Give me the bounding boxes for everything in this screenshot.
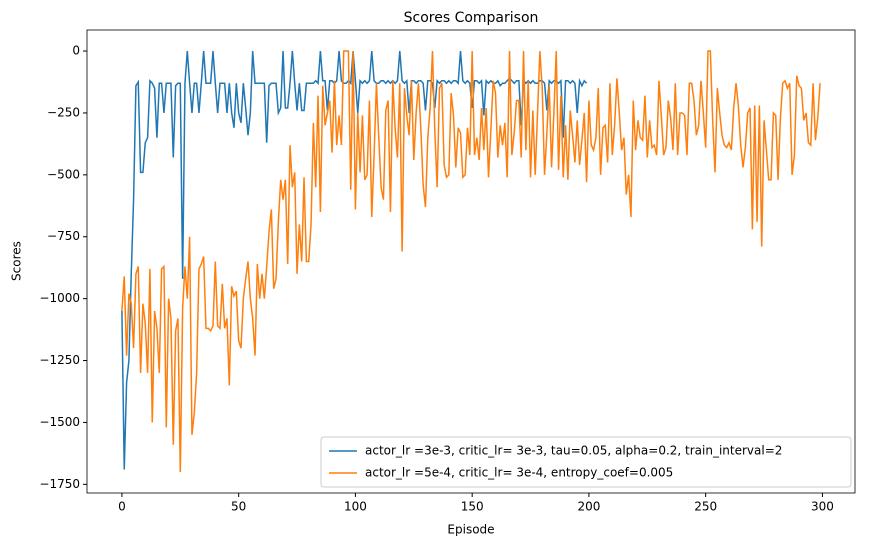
x-axis-label: Episode xyxy=(447,523,494,537)
x-tick-label: 300 xyxy=(811,500,834,514)
x-tick-label: 50 xyxy=(231,500,246,514)
legend-box xyxy=(320,436,852,488)
plot-frame xyxy=(86,29,856,494)
y-tick-label: −1000 xyxy=(39,291,80,305)
x-tick-label: 150 xyxy=(461,500,484,514)
y-tick-label: −500 xyxy=(47,167,80,181)
y-tick-label: −750 xyxy=(47,229,80,243)
legend-label: actor_lr =5e-4, critic_lr= 3e-4, entropy… xyxy=(365,466,673,480)
x-tick-label: 100 xyxy=(344,500,367,514)
chart-title: Scores Comparison xyxy=(404,10,539,26)
y-tick-label: −250 xyxy=(47,105,80,119)
y-tick-label: 0 xyxy=(72,44,80,58)
y-tick-label: −1500 xyxy=(39,415,80,429)
y-tick-label: −1250 xyxy=(39,353,80,367)
x-tick-label: 200 xyxy=(577,500,600,514)
legend-label: actor_lr =3e-3, critic_lr= 3e-3, tau=0.0… xyxy=(365,444,782,458)
series-line xyxy=(121,50,821,472)
x-tick-label: 0 xyxy=(118,500,126,514)
x-tick-label: 250 xyxy=(694,500,717,514)
y-tick-label: −1750 xyxy=(39,477,80,491)
y-axis-label: Scores xyxy=(10,241,24,281)
